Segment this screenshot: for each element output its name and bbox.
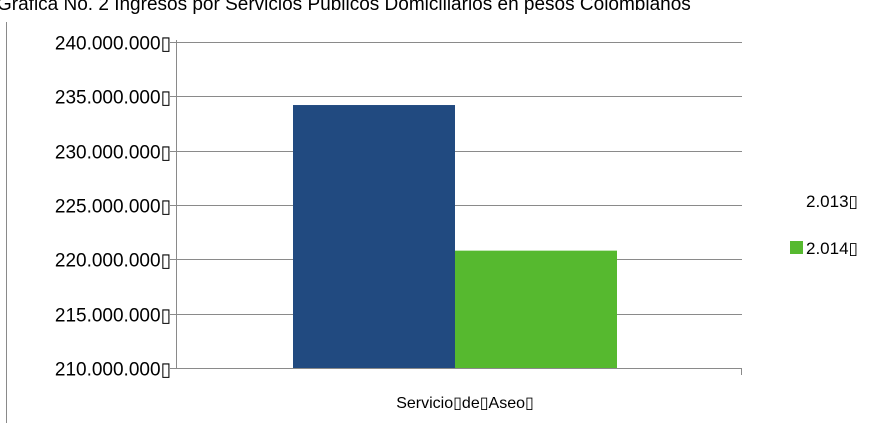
legend-swatch-2.014 bbox=[790, 241, 803, 254]
y-tick-label: 220.000.000▯ bbox=[55, 251, 171, 272]
y-tick-label: 225.000.000▯ bbox=[55, 197, 171, 218]
bar-2.014 bbox=[455, 250, 617, 368]
bar-2.013 bbox=[293, 105, 455, 368]
y-tick-label: 210.000.000▯ bbox=[55, 360, 171, 381]
x-category-label: Servicio▯de▯Aseo▯ bbox=[396, 395, 534, 412]
chart-title: Gráfica No. 2 Ingresos por Servicios Púb… bbox=[0, 0, 691, 15]
y-tick-label: 230.000.000▯ bbox=[55, 143, 171, 164]
axes bbox=[176, 40, 742, 375]
bars bbox=[293, 105, 617, 368]
y-tick-label: 240.000.000▯ bbox=[55, 34, 171, 55]
legend-label-2.013: 2.013▯ bbox=[806, 192, 858, 211]
legend: 2.013▯ 2.014▯ bbox=[790, 192, 858, 258]
y-tick-label: 235.000.000▯ bbox=[55, 88, 171, 109]
x-axis-category-labels: Servicio▯de▯Aseo▯ bbox=[396, 395, 534, 412]
y-axis-tick-labels: 210.000.000▯ 215.000.000▯ 220.000.000▯ 225.… bbox=[55, 34, 176, 381]
legend-label-2.014: 2.014▯ bbox=[806, 239, 858, 258]
y-tick-label: 215.000.000▯ bbox=[55, 306, 171, 327]
